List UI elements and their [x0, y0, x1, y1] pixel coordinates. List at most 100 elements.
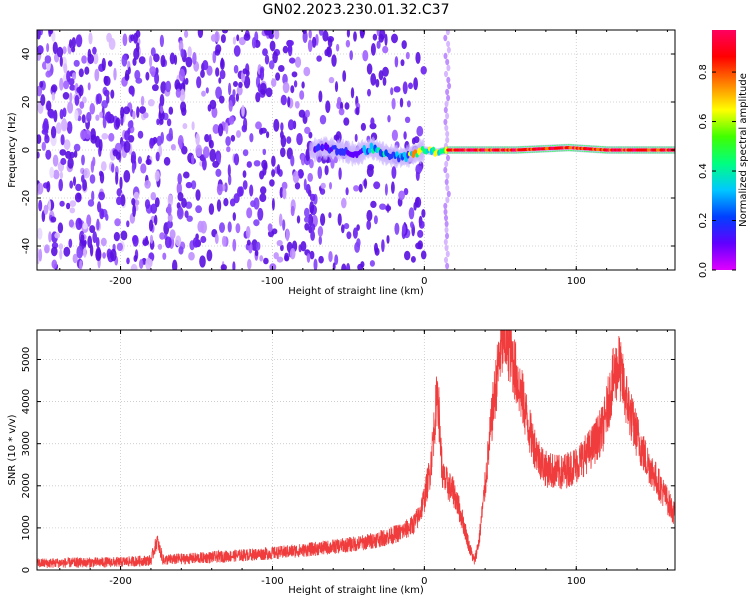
spectrogram-noise-blob: [290, 154, 295, 167]
spectrogram-band-blob: [444, 160, 449, 168]
spectrogram-noise-blob: [287, 119, 295, 131]
spectrogram-ridge-flank: [643, 152, 645, 154]
spectrogram-band-blob: [443, 118, 448, 126]
spectrogram-ridge-flank: [469, 152, 472, 154]
spectrogram-noise-blob: [136, 106, 140, 118]
spectrogram-band-blob: [445, 58, 450, 66]
spectrogram-noise-blob: [192, 237, 199, 248]
spectrogram-noise-blob: [208, 139, 214, 149]
colorbar-ticks: 0.0 0.2 0.4 0.6 0.8: [698, 64, 736, 278]
spectrogram-noise-blob: [63, 246, 71, 257]
spectrogram-noise-blob: [163, 156, 171, 166]
spectrogram-noise-blob: [37, 85, 43, 97]
spectrogram-noise-blob: [86, 111, 92, 123]
spectrogram-noise-blob: [122, 33, 128, 47]
spectrogram-noise-blob: [212, 124, 220, 134]
spectrogram-ridge-flank: [645, 152, 647, 154]
spectrogram-noise-blob: [185, 201, 193, 209]
spectrogram-ridge-flank: [627, 152, 629, 154]
spectrogram-ridge-flank: [593, 145, 595, 147]
spectrogram-noise-blob: [328, 212, 332, 219]
spectrogram-ridge-flank: [524, 151, 527, 154]
spectrogram-y-tick-label: -20: [21, 190, 32, 206]
spectrogram-noise-blob: [344, 102, 350, 110]
spectrogram-noise-blob: [37, 30, 41, 40]
spectrogram-band-blob: [443, 208, 448, 216]
spectrogram-noise-blob: [157, 243, 163, 250]
spectrogram-noise-blob: [309, 193, 316, 202]
spectrogram-ridge-flank: [517, 152, 520, 154]
spectrogram-noise-blob: [92, 46, 97, 55]
spectrogram-ridge-flank: [665, 146, 668, 148]
spectrogram-noise-blob: [366, 63, 373, 75]
spectrogram-noise-blob: [149, 137, 154, 149]
spectrogram-ridge-flank: [515, 152, 518, 154]
spectrogram-noise-blob: [304, 207, 310, 218]
spectrogram-noise-blob: [417, 229, 424, 238]
snr-x-tick-label: 0: [421, 576, 427, 587]
snr-x-tick-label: 100: [567, 576, 586, 587]
spectrogram-noise-blob: [345, 187, 349, 196]
spectrogram-ridge-flank: [668, 152, 670, 154]
spectrogram-noise-blob: [172, 259, 178, 270]
spectrogram-noise-blob: [195, 144, 203, 157]
spectrogram-noise-blob: [328, 251, 333, 263]
spectrogram-noise-blob: [294, 101, 300, 109]
spectrogram-ridge-flank: [579, 150, 581, 152]
spectrogram-noise-blob: [282, 219, 286, 231]
spectrogram-noise-blob: [233, 81, 238, 87]
spectrogram-noise-blob: [74, 94, 80, 106]
spectrogram-noise-blob: [354, 241, 360, 253]
spectrogram-noise-blob: [37, 151, 40, 159]
spectrogram-ridge-flank: [665, 152, 668, 154]
spectrogram-noise-blob: [68, 219, 74, 228]
spectrogram-noise-blob: [54, 232, 61, 239]
spectrogram-ridge-flank: [643, 146, 645, 148]
spectrogram-ridge-flank: [663, 152, 666, 154]
spectrogram-noise-blob: [227, 164, 231, 177]
spectrogram-noise-blob: [221, 235, 227, 247]
spectrogram-noise-blob: [108, 37, 116, 50]
spectrogram-noise-blob: [335, 43, 340, 52]
spectrogram-ridge-flank: [465, 146, 467, 148]
spectrogram-noise-blob: [298, 171, 304, 178]
spectrogram-noise-blob: [99, 111, 103, 118]
spectrogram-noise-blob: [275, 72, 281, 81]
spectrogram-noise-blob: [195, 205, 203, 214]
spectrogram-noise-blob: [209, 148, 216, 162]
spectrogram-ridge-flank: [492, 152, 495, 154]
spectrogram-noise-blob: [150, 192, 157, 201]
spectrogram-noise-blob: [296, 133, 303, 146]
spectrogram-noise-blob: [296, 215, 301, 224]
spectrogram-ridge-flank: [447, 152, 449, 154]
spectrogram-ridge-flank: [552, 144, 554, 147]
spectrogram-noise-blob: [405, 51, 410, 60]
spectrogram-noise-blob: [199, 255, 206, 268]
spectrogram-ridge-flank: [640, 152, 643, 154]
spectrogram-noise-blob: [370, 117, 375, 126]
spectrogram-ylabel: Frequency (Hz): [7, 112, 18, 188]
spectrogram-noise-blob: [139, 259, 144, 269]
spectrogram-noise-blob: [403, 188, 409, 196]
spectrogram-noise-blob: [285, 228, 290, 242]
spectrogram-noise-blob: [84, 66, 90, 75]
spectrogram-ridge-flank: [472, 146, 474, 148]
spectrogram-ridge-flank: [597, 145, 600, 148]
spectrogram-noise-blob: [132, 110, 136, 120]
spectrogram-noise-blob: [257, 83, 262, 93]
spectrogram-noise-blob: [167, 194, 173, 207]
spectrogram-ridge-flank: [524, 146, 527, 148]
spectrogram-noise-blob: [131, 198, 136, 206]
spectrogram-noise-blob: [143, 112, 149, 119]
spectrogram-noise-blob: [253, 219, 260, 227]
spectrogram-band-blob: [445, 232, 449, 240]
spectrogram-noise-blob: [72, 253, 78, 264]
spectrogram-noise-blob: [260, 127, 267, 134]
spectrogram-ridge-flank: [467, 152, 470, 154]
spectrogram-noise-blob: [228, 174, 232, 186]
spectrogram-noise-blob: [384, 183, 388, 196]
spectrogram-noise-blob: [304, 223, 310, 231]
spectrogram-noise-blob: [282, 45, 289, 54]
